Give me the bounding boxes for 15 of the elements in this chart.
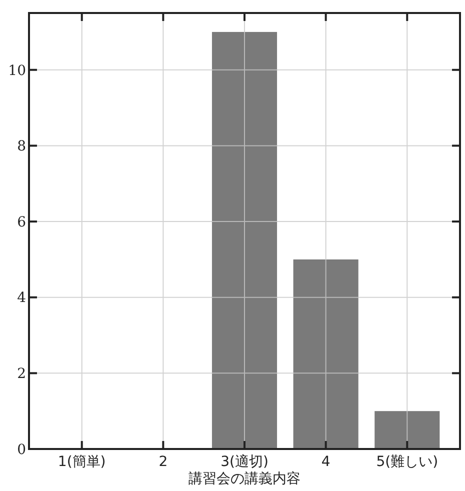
y-tick-label: 6 [17,214,26,230]
bar [212,32,278,449]
bar [293,259,358,449]
x-axis-title: 講習会の講義内容 [188,471,300,487]
x-tick-label: 4 [321,454,330,470]
y-tick-label: 4 [17,290,26,306]
y-tick-label: 0 [17,442,26,458]
y-tick-label: 2 [17,366,26,382]
y-tick-label: 10 [8,62,26,79]
bar [374,411,440,449]
y-tick-label: 8 [17,138,26,155]
x-tick-label: 2 [158,454,168,470]
x-tick-label: 5(難しい) [376,454,438,470]
x-tick-label: 3(適切) [220,454,268,470]
x-tick-label: 1(簡単) [58,454,106,470]
